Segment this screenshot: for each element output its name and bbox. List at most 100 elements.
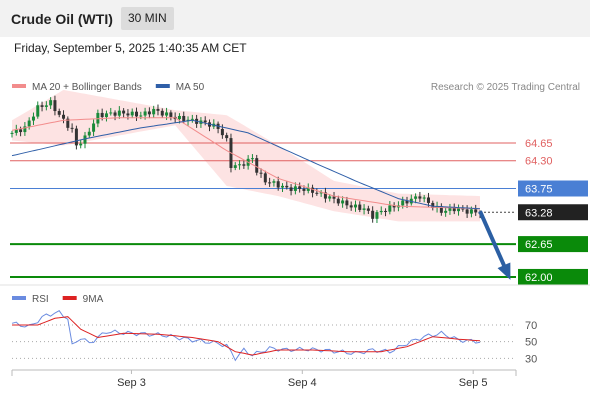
candle [332,191,336,204]
candle-body [14,129,18,133]
candle [31,112,35,126]
candle-body [444,210,448,213]
candle-body [113,112,117,116]
candle-body [474,209,478,213]
candle [152,105,156,118]
candle-body [388,205,392,212]
candle [323,187,327,203]
candle-body [104,113,108,118]
candle [315,188,319,196]
candle-body [358,204,362,210]
rsi-legend-label-1: 9MA [83,294,104,305]
interval-badge[interactable]: 30 MIN [121,7,174,30]
candle-body [306,187,310,191]
rsi-tick-0: 70 [525,320,537,332]
candle [452,203,456,215]
candle-body [392,205,396,208]
candle-body [79,143,83,146]
candle [70,123,74,133]
candle [362,204,366,215]
candle [57,108,61,118]
candle [130,108,134,119]
candle-body [165,112,169,116]
legend-label-1: MA 50 [176,82,205,93]
candle-body [74,128,78,146]
candle-body [276,181,280,188]
candle [422,195,426,203]
candle-body [366,208,370,211]
candle-body [465,209,469,214]
legend-swatch-0 [12,84,26,88]
candle [414,193,418,204]
candle [341,196,345,208]
candle-body [272,181,276,183]
candle [336,195,340,206]
candle-body [169,112,173,117]
candle [242,160,246,169]
rsi-tick-2: 30 [525,353,537,365]
candle [353,200,357,212]
legend-swatch-1 [155,84,170,88]
candle-body [414,196,418,199]
level-label-2: 63.75 [525,184,553,196]
candle [53,95,57,116]
ma50-line [11,119,481,210]
candle [388,201,392,215]
candle-body [143,111,147,116]
candle [465,205,469,218]
candle [311,184,315,198]
candle [371,206,375,223]
candle-body [117,110,121,116]
candle [14,124,18,136]
candle-body [10,132,14,134]
candle-body [379,210,383,213]
candle-body [418,196,422,199]
candle [79,139,83,149]
candle [268,177,272,187]
candle-body [341,200,345,204]
candle [74,125,78,150]
candle-body [19,129,23,133]
candle [328,194,332,202]
level-label-4: 62.00 [525,272,553,284]
candle [384,208,388,217]
candle [276,176,280,191]
candle-body [190,118,194,120]
candle [147,107,151,119]
candle [280,183,284,192]
candle [233,162,237,171]
candle [122,108,126,118]
candle-body [53,100,57,112]
rsi-tick-1: 50 [525,337,537,349]
candle [392,202,396,212]
legend-label-0: MA 20 + Bollinger Bands [32,82,142,93]
candle-body [130,111,134,116]
candle [92,119,96,137]
candle-body [100,112,104,118]
candle-body [469,209,473,214]
level-label-1: 64.30 [525,156,553,168]
candle-body [345,200,349,206]
candle [375,210,379,224]
level-tag-3 [518,236,588,253]
last-price-label: 63.28 [525,207,553,219]
candle-body [242,164,246,166]
candle [431,200,435,211]
candle-body [431,202,435,208]
level-label-3: 62.65 [525,239,553,251]
candle-body [49,100,53,106]
candle [36,101,40,119]
candle-body [280,185,284,188]
candle-body [36,105,40,117]
candle [44,101,48,111]
candle-body [139,115,143,117]
x-tick-label-2: Sep 5 [459,377,488,389]
rsi-legend-swatch-1 [62,296,77,300]
candle [319,190,323,197]
candle-body [57,111,61,115]
candle-body [439,206,443,213]
candle-body [203,120,207,123]
candle [238,160,242,170]
candle [349,201,353,211]
candle [255,154,259,176]
